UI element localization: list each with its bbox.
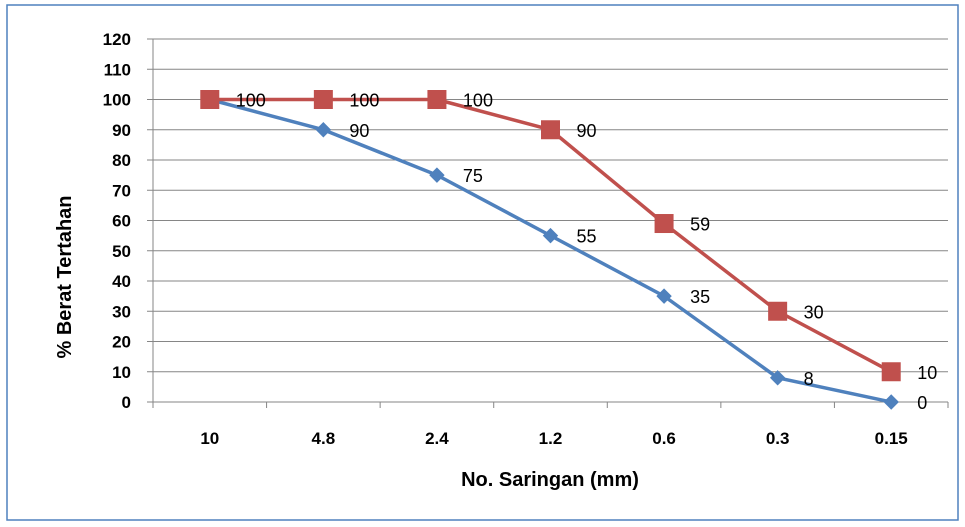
y-tick-label: 10 (112, 363, 131, 382)
y-tick-label: 90 (112, 121, 131, 140)
y-tick-labels: 0 10 20 30 40 50 60 70 80 90 100 110 120 (103, 30, 131, 412)
y-tick-label: 20 (112, 333, 131, 352)
series-1-data-label: 35 (690, 287, 710, 307)
series-1-point (769, 370, 786, 386)
series-2-data-label: 100 (349, 91, 379, 111)
y-tick-label: 30 (112, 302, 131, 321)
series-1-point (656, 288, 672, 304)
series-2-point (768, 301, 788, 321)
series-2-point (427, 90, 447, 109)
series-2-point (200, 90, 220, 109)
x-tick-label: 10 (200, 429, 219, 448)
y-tick-label: 120 (103, 30, 131, 49)
x-tick-label: 1.2 (539, 429, 563, 448)
y-tick-label: 0 (122, 393, 131, 412)
series-2-point (881, 362, 901, 382)
y-axis-title: % Berat Tertahan (54, 195, 76, 358)
y-tick-label: 110 (104, 60, 131, 79)
series-2-point (654, 214, 674, 234)
series-2-data-label: 100 (463, 91, 493, 111)
x-tick-labels: 10 4.8 2.4 1.2 0.6 0.3 0.15 (200, 429, 907, 448)
series-2-data-label: 10 (917, 363, 937, 383)
series-2-point (313, 90, 333, 109)
x-axis-title: No. Saringan (mm) (461, 469, 639, 491)
series-2-point (541, 120, 560, 140)
series-2-data-label: 59 (690, 215, 710, 235)
y-tick-label: 100 (103, 91, 131, 110)
y-tick-label: 60 (112, 212, 131, 231)
series-1-data-label: 0 (917, 393, 927, 413)
x-tick-label: 2.4 (425, 429, 449, 448)
series-1-point (429, 167, 445, 183)
series (200, 90, 901, 410)
series-2-data-label: 90 (577, 121, 597, 141)
series-1-point (542, 227, 559, 244)
series-2-data-label: 100 (236, 91, 266, 111)
y-tick-label: 40 (112, 272, 131, 291)
y-tick-label: 80 (112, 151, 131, 170)
x-tick-label: 4.8 (312, 429, 336, 448)
series-1-point (883, 394, 899, 410)
chart-border (6, 4, 959, 521)
axes (147, 38, 949, 408)
series-1-data-label: 75 (463, 166, 483, 186)
series-1-data-label: 55 (577, 227, 597, 247)
x-tick-label: 0.3 (766, 429, 790, 448)
y-tick-label: 50 (112, 242, 131, 261)
data-labels: 90 75 55 35 8 0 100 100 100 90 59 30 10 (236, 91, 937, 414)
x-tick-label: 0.15 (875, 429, 908, 448)
series-1-point (315, 122, 332, 138)
y-tick-label: 70 (112, 181, 131, 200)
series-1-data-label: 90 (349, 121, 369, 141)
x-tick-label: 0.6 (652, 429, 676, 448)
series-2-data-label: 30 (804, 302, 824, 322)
series-1-data-label: 8 (804, 369, 814, 389)
